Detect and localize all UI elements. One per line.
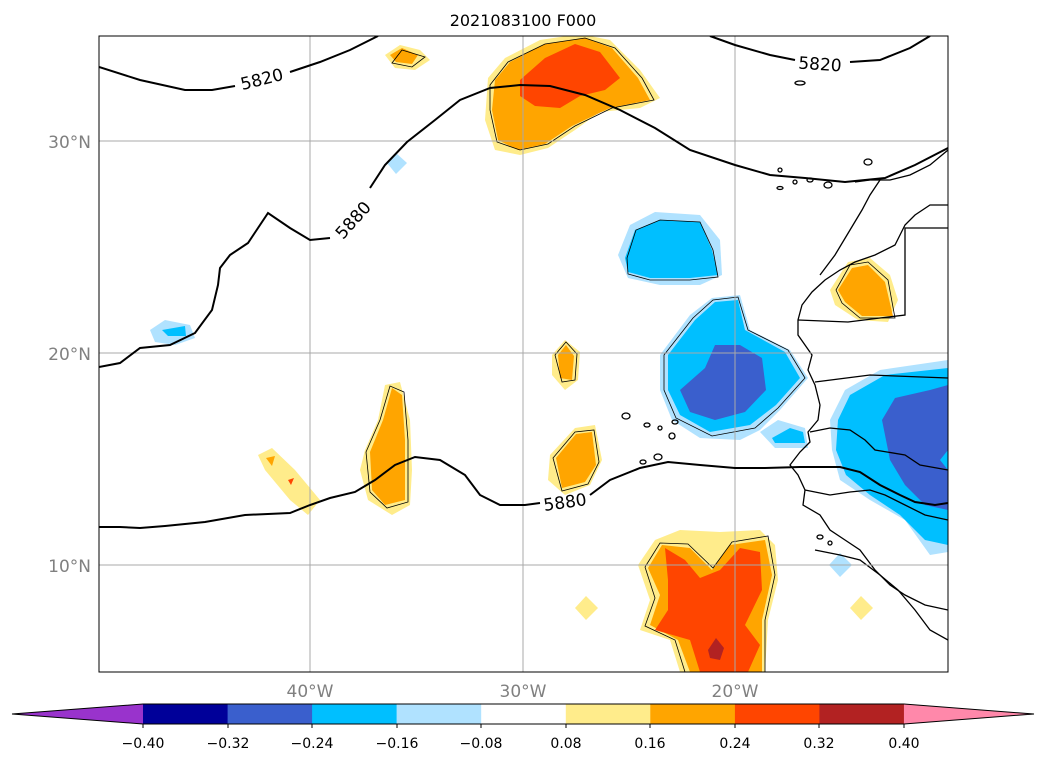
colorbar-tick-label: −0.16 [376, 736, 419, 752]
colorbar: −0.40 −0.32 −0.24 −0.16 −0.08 0.08 0.16 … [11, 703, 1035, 752]
lon-label: 30°W [500, 682, 547, 702]
colorbar-tick-label: −0.24 [291, 736, 334, 752]
colorbar-swatch [143, 704, 228, 724]
map-panel [99, 36, 948, 672]
colorbar-tick-label: −0.32 [207, 736, 250, 752]
figure-title: 2021083100 F000 [450, 11, 597, 30]
colorbar-tick-label: 0.32 [803, 736, 834, 752]
contour-5880-south [99, 455, 541, 530]
contour-5880-north [99, 211, 331, 368]
coastline [621, 80, 948, 641]
lat-label: 10°N [48, 557, 91, 577]
colorbar-swatch [734, 704, 820, 724]
colorbar-ticks [142, 724, 905, 728]
colorbar-swatch [565, 704, 651, 724]
colorbar-extend-min [12, 704, 143, 724]
colorbar-swatch [396, 704, 482, 724]
colorbar-swatch [650, 704, 736, 724]
lon-label: 20°W [712, 682, 759, 702]
colorbar-swatch [819, 704, 905, 724]
colorbar-tick-label: −0.08 [460, 736, 503, 752]
lat-label: 30°N [48, 133, 91, 153]
gridlines [99, 36, 948, 672]
contour-5820-east [709, 36, 796, 61]
colorbar-tick-label: 0.08 [550, 736, 581, 752]
colorbar-extend-max [903, 704, 1034, 724]
anomaly-outlines [365, 37, 896, 672]
contour-5820-west [99, 66, 236, 91]
map-frame [98, 35, 949, 673]
colorbar-swatch [481, 704, 567, 724]
colorbar-swatches [11, 703, 1035, 725]
colorbar-tick-label: 0.40 [888, 736, 919, 752]
height-contours [99, 36, 948, 530]
colorbar-tick-label: 0.16 [634, 736, 665, 752]
lat-label: 20°N [48, 345, 91, 365]
lon-label: 40°W [287, 682, 334, 702]
colorbar-tick-label: 0.24 [719, 736, 750, 752]
contour-label: 5820 [798, 54, 843, 77]
colorbar-swatch [312, 704, 398, 724]
colorbar-swatch [227, 704, 313, 724]
colorbar-tick-label: −0.40 [122, 736, 165, 752]
negative-anomaly-regions [150, 153, 948, 577]
